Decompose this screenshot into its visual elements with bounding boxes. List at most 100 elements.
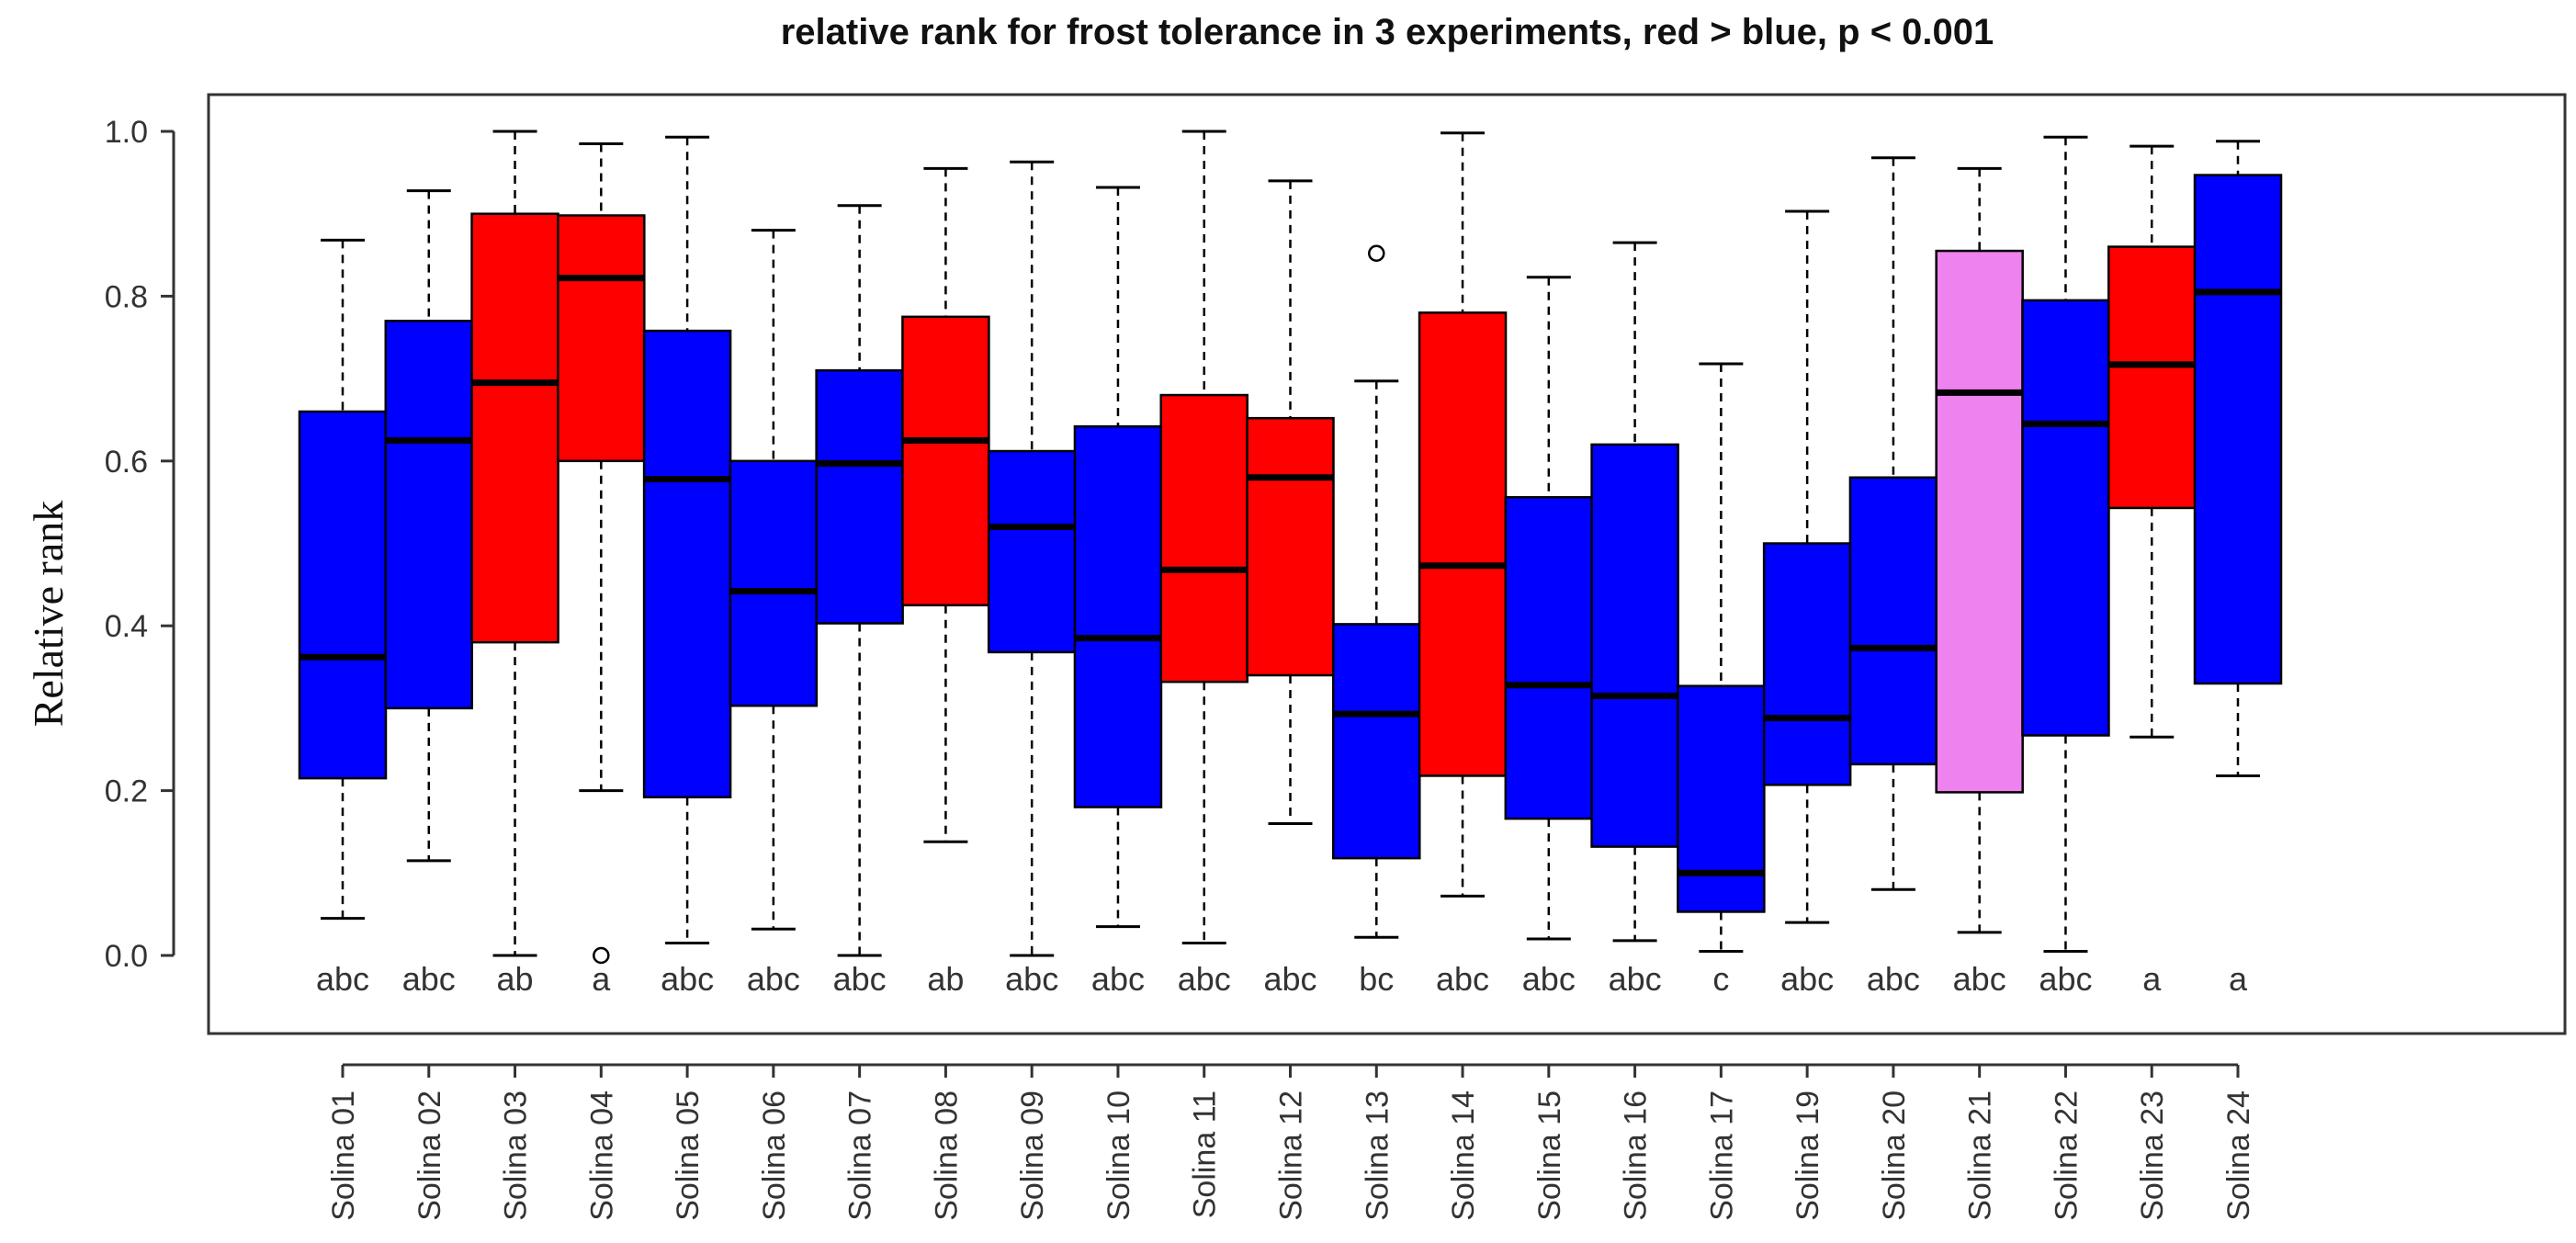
y-tick-label: 0.4 (105, 609, 148, 644)
significance-letter: abc (1867, 960, 1920, 998)
significance-letter: bc (1359, 960, 1394, 998)
significance-letter: abc (661, 960, 714, 998)
significance-letter: abc (2039, 960, 2092, 998)
x-tick-label: Solina 24 (2221, 1090, 2256, 1221)
y-tick-label: 0.8 (105, 279, 148, 314)
box-solina-06: abc (729, 229, 819, 998)
box-solina-12: abc (1246, 179, 1335, 998)
chart-title: relative rank for frost tolerance in 3 e… (781, 12, 1994, 52)
significance-letter: abc (402, 960, 456, 998)
box-iqr (1935, 249, 2024, 794)
box-solina-07: abc (815, 204, 904, 998)
x-tick-label: Solina 16 (1619, 1090, 1654, 1221)
x-tick-label: Solina 22 (2049, 1090, 2084, 1221)
significance-letter: abc (1780, 960, 1834, 998)
box-iqr (1332, 623, 1421, 860)
significance-letter: a (2229, 960, 2248, 998)
box-solina-01: abc (298, 238, 388, 998)
x-tick-label: Solina 17 (1704, 1090, 1739, 1221)
box-iqr (815, 368, 904, 625)
y-axis-label: Relative rank (25, 501, 72, 728)
x-tick-label: Solina 03 (499, 1090, 534, 1221)
box-solina-14: abc (1418, 131, 1508, 998)
box-iqr (1590, 443, 1679, 848)
box-iqr (2107, 245, 2197, 510)
box-solina-23: a (2107, 144, 2197, 998)
box-iqr (1848, 476, 1938, 766)
x-tick-label: Solina 19 (1791, 1090, 1825, 1221)
box-iqr (470, 212, 559, 644)
significance-letter: abc (1609, 960, 1662, 998)
significance-letter: ab (497, 960, 534, 998)
x-axis: Solina 01 Solina 02 Solina 03 Solina 04 Soli… (326, 1063, 2256, 1221)
x-tick-label: Solina 08 (929, 1090, 964, 1221)
significance-letter: a (592, 960, 611, 998)
box-iqr (901, 315, 990, 607)
box-solina-02: abc (384, 189, 474, 998)
box-iqr (642, 329, 732, 799)
box-solina-20: abc (1848, 156, 1938, 998)
x-tick-label: Solina 12 (1274, 1090, 1309, 1221)
box-solina-09: abc (987, 160, 1077, 998)
box-iqr (1073, 424, 1163, 808)
significance-letter: c (1712, 960, 1729, 998)
box-solina-08: ab (901, 166, 990, 998)
x-tick-label: Solina 06 (757, 1090, 792, 1221)
box-solina-11: abc (1159, 130, 1248, 998)
box-solina-13: bc (1332, 244, 1421, 998)
box-solina-19: abc (1762, 209, 1852, 998)
box-solina-10: abc (1073, 186, 1163, 998)
x-tick-label: Solina 01 (326, 1090, 361, 1221)
box-solina-21: abc (1935, 166, 2024, 998)
box-iqr (1418, 311, 1508, 777)
box-iqr (298, 410, 388, 780)
box-iqr (2021, 299, 2110, 737)
y-tick-label: 0.0 (105, 939, 148, 974)
x-tick-label: Solina 21 (1963, 1090, 1998, 1221)
box-solina-22: abc (2021, 135, 2110, 998)
significance-letter: abc (747, 960, 800, 998)
boxplot-series: abc abc ab a abc abc abc ab abc abc abc abc bc abc abc… (298, 130, 2283, 998)
significance-letter: abc (1953, 960, 2006, 998)
box-iqr (384, 320, 474, 710)
x-tick-label: Solina 14 (1446, 1090, 1481, 1221)
outlier-point (593, 946, 610, 965)
box-iqr (1677, 684, 1766, 913)
box-solina-05: abc (642, 135, 732, 998)
significance-letter: a (2142, 960, 2162, 998)
significance-letter: abc (1436, 960, 1489, 998)
box-iqr (1246, 416, 1335, 677)
box-iqr (557, 214, 646, 463)
x-tick-label: Solina 23 (2135, 1090, 2170, 1221)
y-axis: 0.0 0.2 0.4 0.6 0.8 1.0 (105, 115, 175, 974)
box-iqr (2193, 174, 2283, 685)
significance-letter: abc (1178, 960, 1231, 998)
x-tick-label: Solina 15 (1532, 1090, 1567, 1221)
significance-letter: abc (1005, 960, 1058, 998)
y-tick-label: 0.6 (105, 445, 148, 480)
x-tick-label: Solina 10 (1102, 1090, 1136, 1221)
box-solina-15: abc (1504, 276, 1594, 998)
x-tick-label: Solina 13 (1360, 1090, 1395, 1221)
box-solina-03: ab (470, 130, 559, 998)
box-iqr (1762, 542, 1852, 786)
plot-area-frame (207, 93, 2567, 1035)
significance-letter: abc (1522, 960, 1576, 998)
box-iqr (1159, 393, 1248, 684)
box-solina-16: abc (1590, 241, 1679, 998)
x-tick-label: Solina 02 (412, 1090, 447, 1221)
significance-letter: abc (833, 960, 887, 998)
box-solina-04: a (557, 141, 646, 998)
significance-letter: abc (1091, 960, 1145, 998)
box-iqr (1504, 496, 1594, 820)
x-tick-label: Solina 20 (1877, 1090, 1912, 1221)
box-solina-24: a (2193, 140, 2283, 998)
x-tick-label: Solina 11 (1188, 1090, 1223, 1218)
y-tick-label: 1.0 (105, 115, 148, 150)
x-tick-label: Solina 09 (1015, 1090, 1050, 1221)
x-tick-label: Solina 05 (671, 1090, 706, 1221)
outlier-point (1368, 244, 1385, 263)
significance-letter: abc (1263, 960, 1316, 998)
x-tick-label: Solina 04 (584, 1090, 619, 1221)
